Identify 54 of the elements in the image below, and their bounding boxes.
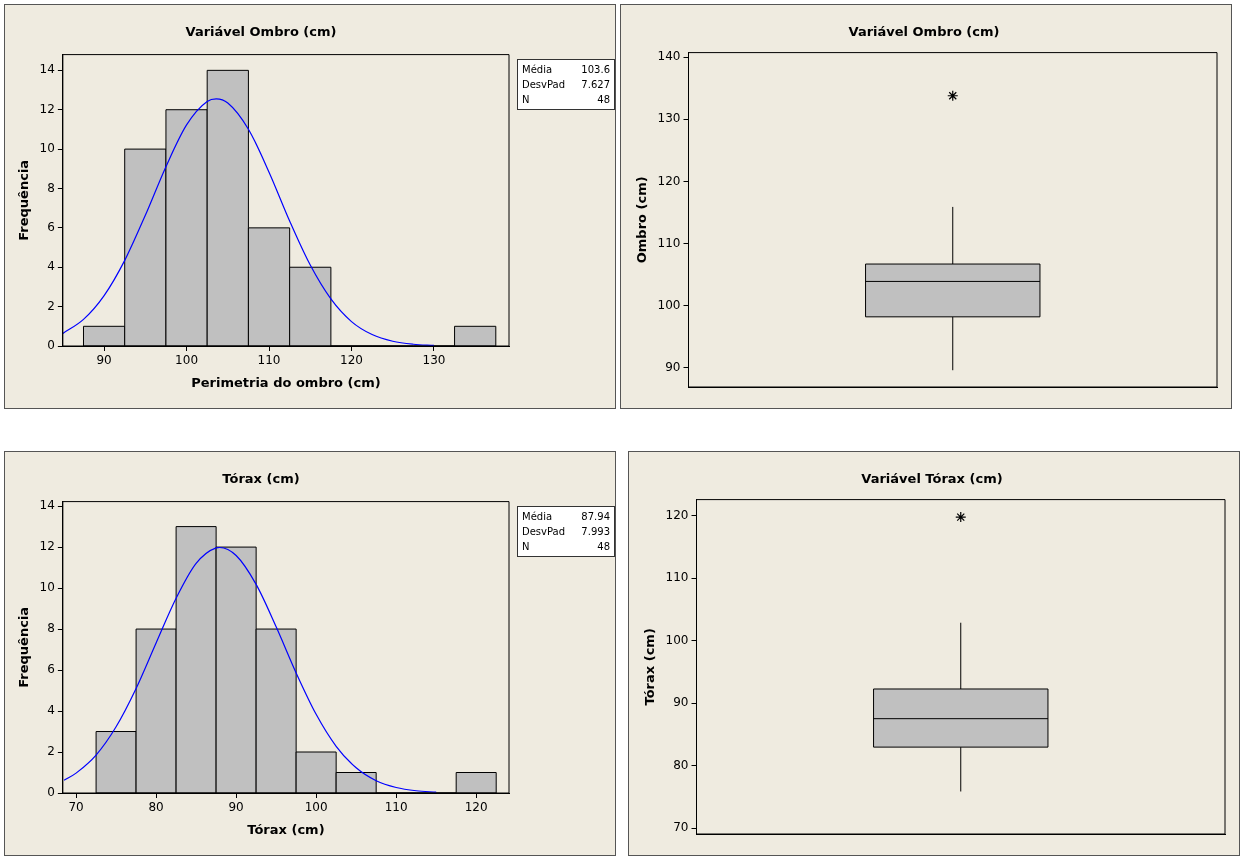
y-axis-title: Frequência <box>16 159 32 241</box>
y-tick-label: 14 <box>39 62 55 77</box>
y-tick-label: 110 <box>665 570 689 585</box>
text: N 48 <box>522 541 610 552</box>
x-axis-title: Tórax (cm) <box>247 821 325 837</box>
x-tick-label: 120 <box>340 353 363 368</box>
y-tick-label: 120 <box>657 173 681 188</box>
x-tick-label: 100 <box>304 800 328 815</box>
y-tick-label: 12 <box>39 539 55 554</box>
y-axis-title: Tórax (cm) <box>642 628 658 706</box>
y-tick-label: 4 <box>47 259 55 274</box>
text: DesvPad 7.627 <box>522 79 610 90</box>
y-tick-label: 140 <box>657 49 681 64</box>
x-tick-label: 110 <box>257 353 281 368</box>
x-tick-label: 90 <box>228 800 244 815</box>
y-axis-title: Ombro (cm) <box>634 176 650 264</box>
x-tick-label: 70 <box>68 800 84 815</box>
y-tick-label: 80 <box>673 757 689 772</box>
y-tick-label: 2 <box>47 298 55 313</box>
text: N 48 <box>522 94 610 105</box>
y-tick-label: 4 <box>47 703 55 718</box>
x-tick-label: 120 <box>464 800 488 815</box>
y-tick-label: 8 <box>47 621 55 636</box>
y-tick-label: 0 <box>47 785 55 800</box>
y-tick-label: 110 <box>657 235 681 250</box>
x-tick-label: 110 <box>384 800 408 815</box>
text: Média 87.94 <box>522 511 610 522</box>
y-tick-label: 2 <box>47 744 55 759</box>
y-tick-label: 130 <box>657 111 681 126</box>
y-tick-label: 6 <box>47 662 55 677</box>
chart-title: Tórax (cm) <box>222 471 300 487</box>
text: Média 103.6 <box>522 64 610 75</box>
x-axis-title: Perimetria do ombro (cm) <box>191 374 381 390</box>
y-tick-label: 0 <box>47 338 55 353</box>
y-tick-label: 10 <box>39 141 55 156</box>
y-tick-label: 100 <box>665 632 689 647</box>
y-tick-label: 14 <box>39 498 55 513</box>
chart-title: Variável Ombro (cm) <box>185 24 337 40</box>
x-tick-label: 100 <box>175 353 199 368</box>
x-tick-label: 90 <box>96 353 112 368</box>
y-tick-label: 8 <box>47 180 55 195</box>
y-tick-label: 6 <box>47 219 55 234</box>
y-tick-label: 10 <box>39 580 55 595</box>
y-tick-label: 70 <box>673 820 689 835</box>
x-tick-label: 130 <box>422 353 446 368</box>
x-tick-label: 80 <box>148 800 164 815</box>
y-tick-label: 120 <box>665 507 689 522</box>
y-tick-label: 100 <box>657 297 681 312</box>
chart-title: Variável Tórax (cm) <box>861 471 1003 487</box>
chart-title: Variável Ombro (cm) <box>848 24 1000 40</box>
y-axis-title: Frequência <box>16 606 32 688</box>
y-tick-label: 12 <box>39 101 55 116</box>
text: DesvPad 7.993 <box>522 526 610 537</box>
y-tick-label: 90 <box>673 695 689 710</box>
